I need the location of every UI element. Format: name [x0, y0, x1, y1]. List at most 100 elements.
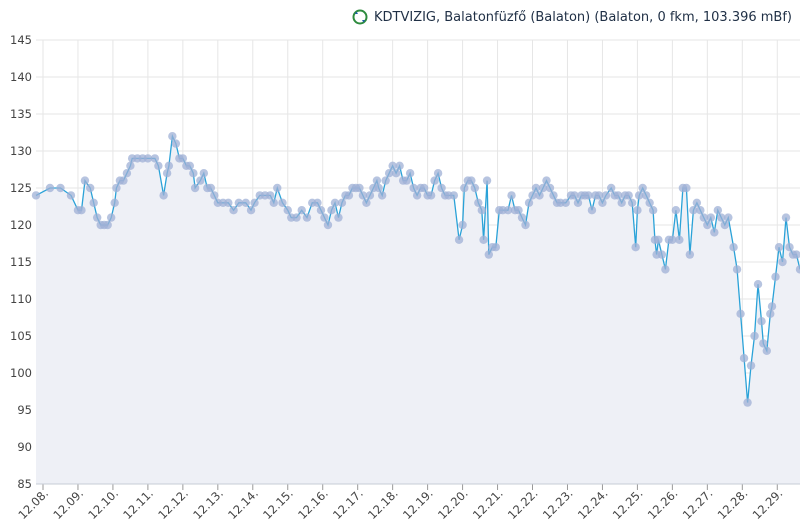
data-point	[542, 176, 551, 185]
data-point	[710, 228, 719, 237]
data-point	[624, 191, 633, 200]
data-point	[313, 198, 322, 207]
data-point	[430, 176, 439, 185]
data-point	[327, 206, 336, 215]
x-tick-label: 12.23.	[540, 486, 576, 522]
x-tick-label: 12.22.	[505, 486, 541, 522]
data-point	[381, 176, 390, 185]
data-point	[491, 243, 500, 252]
data-point	[531, 183, 541, 193]
x-tick-label: 12.19.	[400, 486, 436, 522]
data-point	[229, 206, 238, 215]
data-point	[549, 191, 558, 200]
data-point	[682, 183, 691, 193]
data-point	[323, 220, 333, 230]
data-point	[278, 198, 287, 207]
data-point	[766, 309, 775, 318]
data-point	[535, 191, 544, 200]
data-point	[66, 191, 76, 200]
x-tick-label: 12.29.	[750, 486, 786, 522]
data-point	[675, 235, 684, 244]
data-point	[467, 176, 476, 185]
data-point	[358, 191, 368, 200]
data-point	[482, 176, 492, 185]
y-tick-label: 105	[10, 329, 32, 343]
data-point	[613, 191, 623, 200]
y-tick-label: 120	[10, 218, 32, 232]
data-point	[753, 280, 763, 289]
data-point	[732, 265, 742, 274]
data-point	[112, 183, 121, 193]
data-point	[178, 154, 188, 163]
x-tick-label: 12.18.	[365, 486, 401, 522]
data-point	[570, 191, 579, 200]
data-point	[412, 191, 422, 200]
data-point	[517, 213, 527, 222]
data-point	[283, 206, 292, 215]
y-axis: 85 90 95 100 105 110 115 120 125 130 135 140 145	[10, 33, 32, 491]
data-point	[736, 309, 745, 318]
data-point	[302, 213, 312, 222]
data-point	[792, 250, 800, 259]
data-point	[528, 191, 537, 200]
data-point	[419, 183, 429, 193]
data-point	[171, 139, 181, 148]
data-point	[703, 220, 712, 230]
y-tick-label: 110	[10, 292, 32, 306]
data-point	[750, 331, 759, 341]
data-point	[767, 302, 777, 311]
data-point	[437, 183, 446, 193]
data-point	[449, 191, 459, 200]
x-tick-label: 12.26.	[645, 486, 681, 522]
data-point	[484, 250, 494, 259]
data-point	[384, 169, 394, 178]
x-tick-label: 12.21.	[470, 486, 506, 522]
data-point	[696, 206, 705, 215]
chart-title: KDTVIZIG, Balatonfüzfő (Balaton) (Balato…	[0, 0, 800, 34]
data-point	[645, 198, 654, 207]
data-point	[297, 206, 306, 215]
data-point	[344, 191, 354, 200]
data-point	[762, 346, 771, 355]
data-point	[729, 243, 738, 252]
chart-title-text: KDTVIZIG, Balatonfüzfő (Balaton) (Balato…	[373, 9, 792, 25]
data-point	[241, 198, 250, 207]
x-tick-label: 12.12.	[155, 486, 191, 522]
data-point	[470, 183, 480, 193]
data-point	[45, 183, 55, 193]
x-tick-label: 12.17.	[330, 486, 366, 522]
data-point	[168, 132, 177, 141]
data-point	[388, 161, 397, 170]
data-point	[633, 206, 642, 215]
x-tick-label: 12.10.	[85, 486, 121, 522]
data-point	[85, 183, 95, 193]
data-point	[162, 169, 172, 178]
data-point	[409, 183, 418, 193]
data-point	[266, 191, 275, 200]
data-point	[196, 176, 205, 185]
data-point	[774, 243, 784, 252]
data-point	[706, 213, 716, 222]
data-point	[668, 235, 677, 244]
data-point	[757, 317, 766, 326]
data-point	[689, 206, 698, 215]
data-point	[648, 206, 658, 215]
data-point	[269, 198, 278, 207]
data-point	[661, 265, 670, 274]
data-point	[80, 176, 90, 185]
data-point	[685, 250, 695, 259]
y-tick-label: 130	[10, 144, 32, 158]
data-point	[377, 191, 387, 200]
data-point	[634, 191, 644, 200]
data-point	[454, 235, 464, 244]
data-point	[210, 191, 219, 200]
data-point	[189, 169, 198, 178]
data-point	[103, 220, 112, 230]
data-point	[545, 183, 555, 193]
data-point	[334, 213, 343, 222]
data-point	[474, 198, 483, 207]
data-point	[164, 161, 174, 170]
data-point	[743, 398, 752, 407]
data-point	[320, 213, 329, 222]
